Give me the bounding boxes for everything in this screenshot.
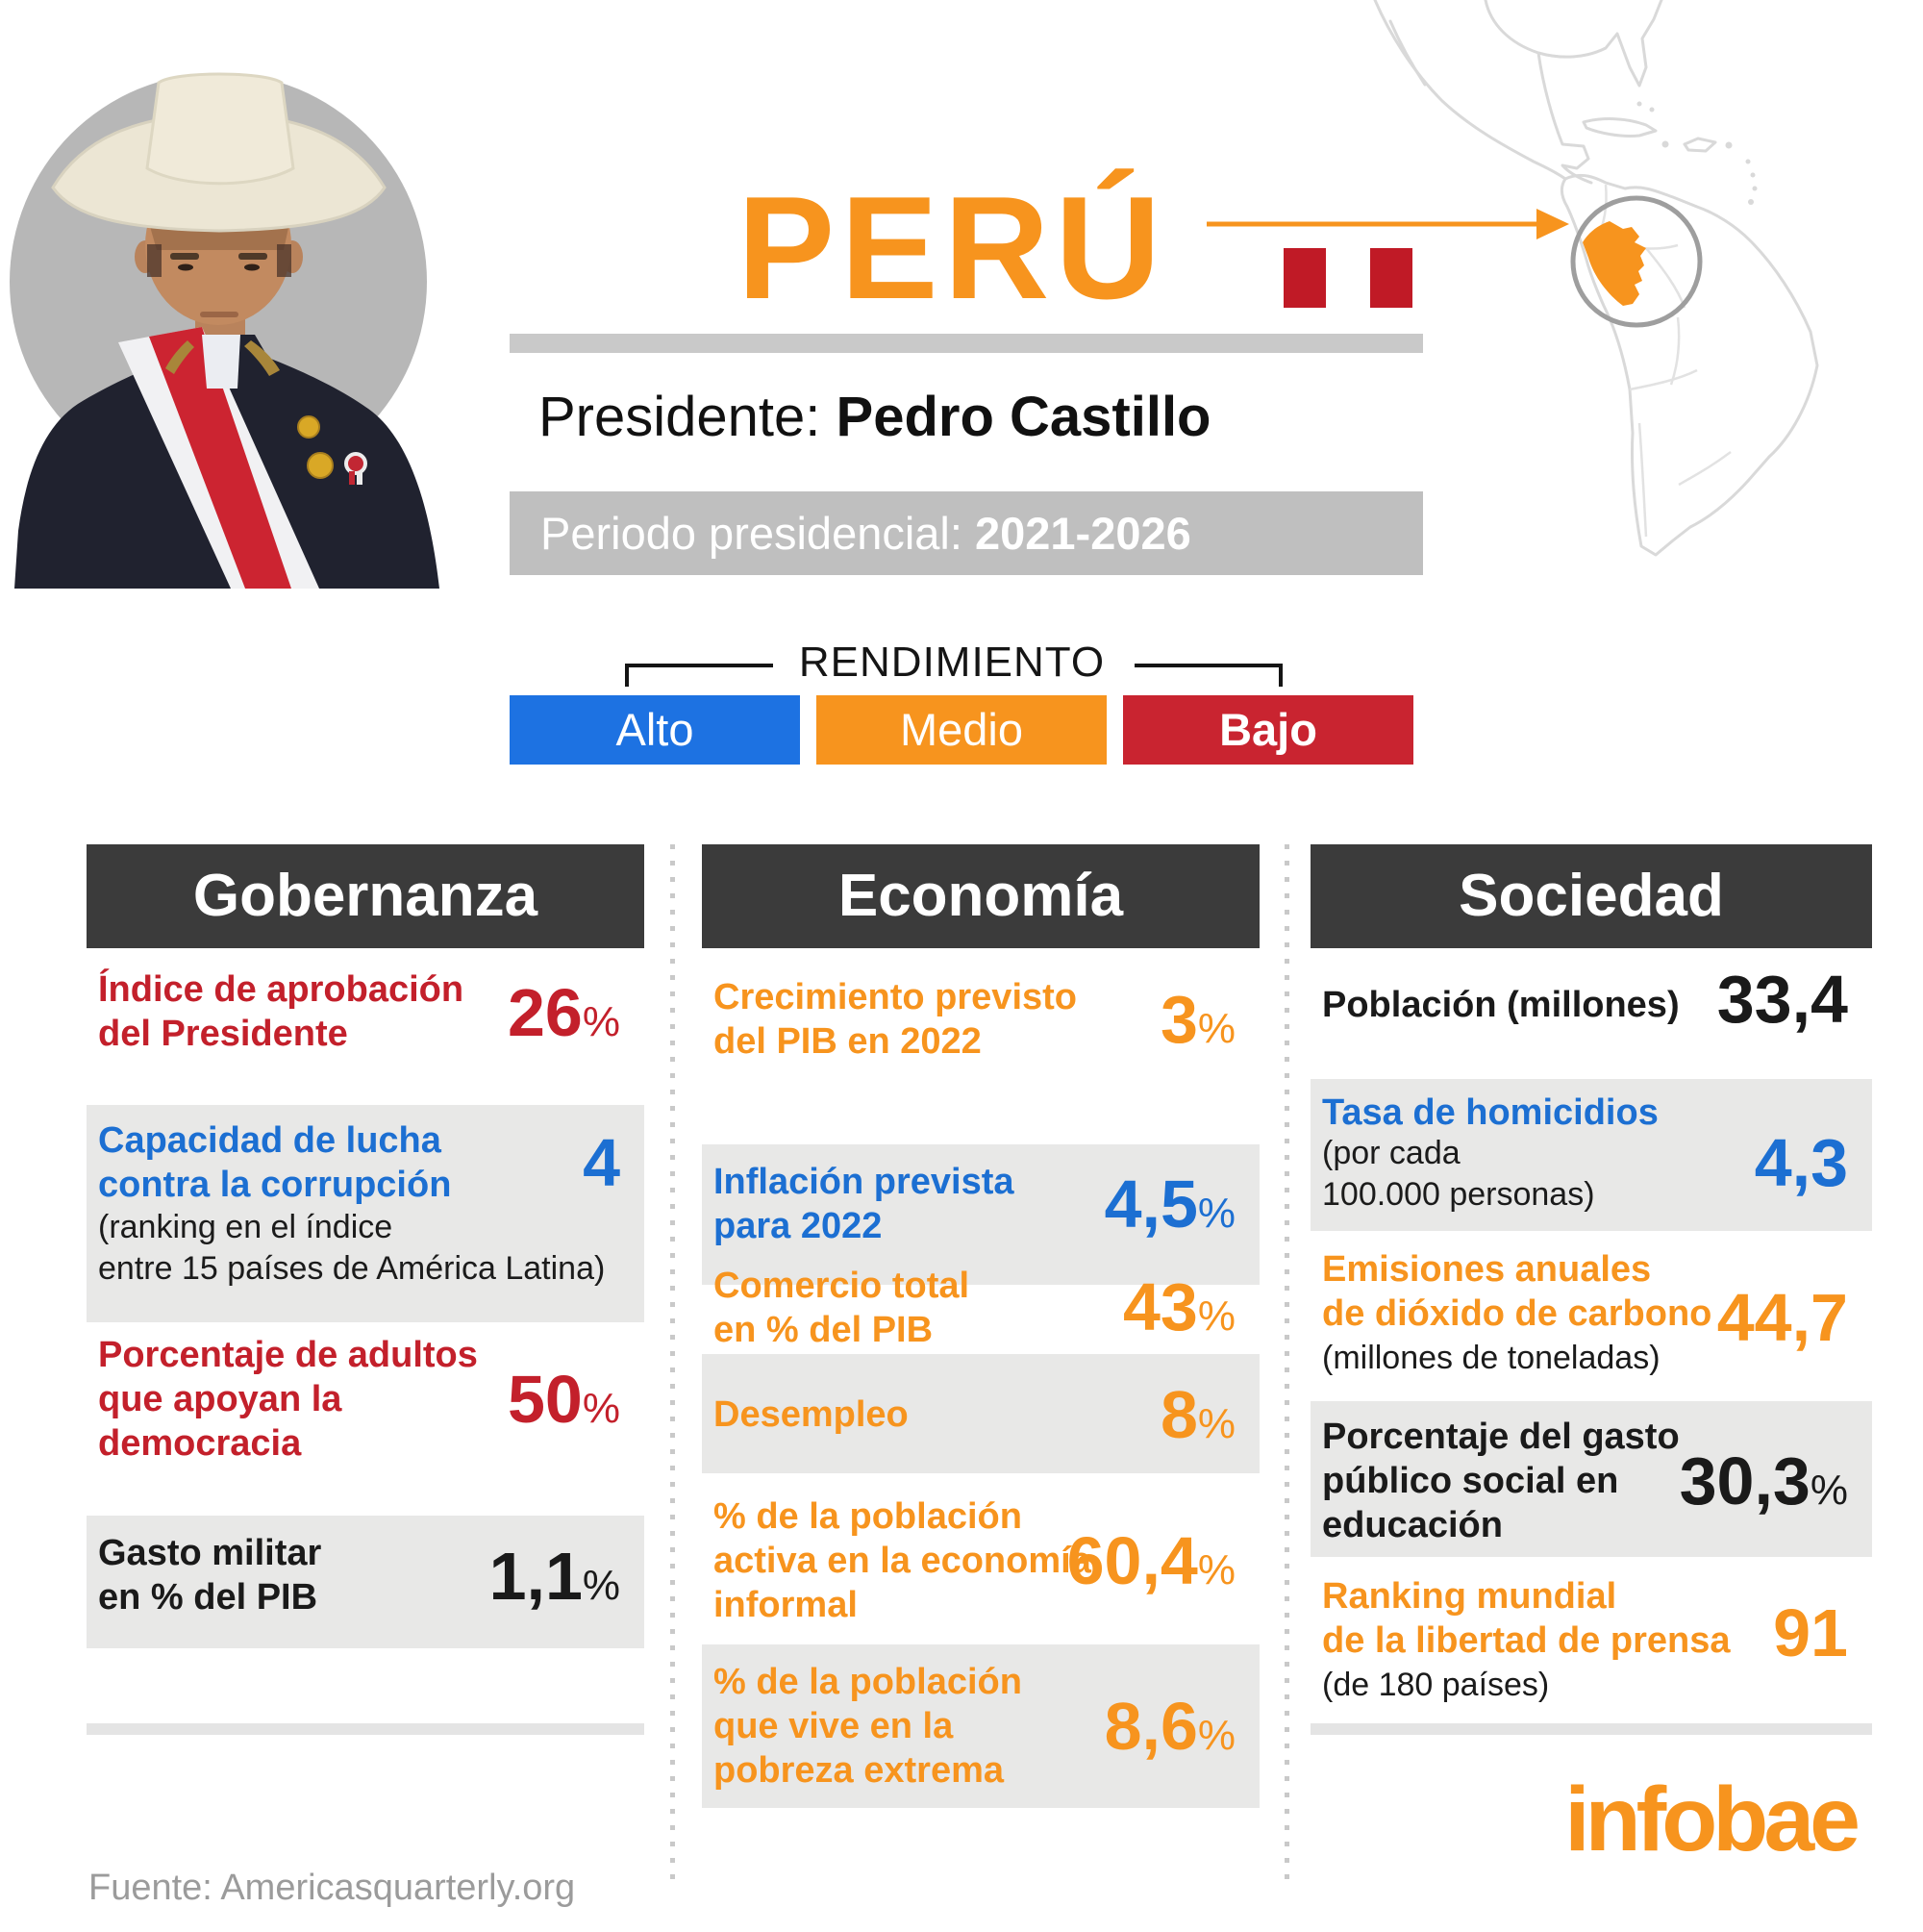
latam-map-graphic — [1207, 0, 1819, 557]
legend-item-alto: Alto — [510, 695, 800, 765]
period-label: Periodo presidencial: — [540, 508, 975, 559]
page-title: PERÚ — [737, 166, 1167, 330]
stat-label: % de la población que vive en la pobreza… — [713, 1662, 1022, 1791]
footer-divider-right — [1311, 1723, 1872, 1735]
president-label: Presidente: — [538, 386, 837, 448]
stat-value: 4,3 — [1754, 1125, 1848, 1200]
stat-note: (millones de toneladas) — [1322, 1340, 1661, 1376]
stat-label: Emisiones anuales de dióxido de carbono — [1322, 1249, 1712, 1334]
stat-note: (de 180 países) — [1322, 1667, 1550, 1703]
stat-value: 8% — [1160, 1377, 1236, 1452]
legend-bracket-left — [625, 664, 773, 687]
stat-label: Porcentaje del gasto público social en e… — [1322, 1417, 1680, 1545]
stat-item-pobreza-extrema: % de la población que vive en la pobreza… — [702, 1644, 1260, 1808]
footer-divider-left — [87, 1723, 644, 1735]
stat-value: 30,3% — [1679, 1443, 1848, 1518]
stat-label: Capacidad de lucha contra la corrupción — [98, 1120, 452, 1205]
islands — [1636, 101, 1758, 205]
period-box: Periodo presidencial: 2021-2026 — [510, 491, 1423, 575]
source-text: Fuente: Americasquarterly.org — [88, 1868, 576, 1908]
pointer-arrow-icon — [1207, 209, 1569, 239]
stat-label: Índice de aprobación del Presidente — [98, 969, 464, 1054]
column-separator — [1285, 844, 1289, 1891]
column-header-gobernanza: Gobernanza — [87, 844, 644, 948]
legend-item-bajo: Bajo — [1123, 695, 1413, 765]
latam-map — [1154, 0, 1923, 558]
stat-value: 91 — [1773, 1595, 1848, 1670]
column-header-sociedad: Sociedad — [1311, 844, 1872, 948]
stat-value: 44,7 — [1716, 1280, 1848, 1355]
infobae-logo: infobae — [1564, 1769, 1861, 1870]
legend-title: RENDIMIENTO — [798, 639, 1106, 686]
stat-label: % de la población activa en la economía … — [713, 1496, 1091, 1625]
legend-item-medio: Medio — [816, 695, 1107, 765]
stat-value: 3% — [1160, 982, 1236, 1057]
legend-bracket-right — [1135, 664, 1283, 687]
stat-value: 8,6% — [1104, 1689, 1236, 1764]
stat-value: 50% — [508, 1362, 620, 1437]
stat-label: Inflación prevista para 2022 — [713, 1162, 1014, 1246]
stat-value: 1,1% — [488, 1539, 620, 1614]
stat-item-poblacion: Población (millones) 33,4 — [1311, 962, 1872, 1048]
column-header-economia: Economía — [702, 844, 1260, 948]
stat-item-democracia: Porcentaje de adultos que apoyan la demo… — [87, 1331, 644, 1470]
stat-label: Población (millones) — [1322, 985, 1680, 1025]
stat-item-corrupcion: Capacidad de lucha contra la corrupción … — [87, 1105, 644, 1322]
president-line: Presidente: Pedro Castillo — [538, 385, 1211, 449]
stat-item-homicidios: Tasa de homicidios (por cada 100.000 per… — [1311, 1079, 1872, 1231]
stat-item-inflacion: Inflación prevista para 2022 4,5% — [702, 1144, 1260, 1285]
stat-value: 60,4% — [1066, 1523, 1236, 1598]
peru-highlight-circle — [1570, 195, 1703, 328]
stat-label: Comercio total en % del PIB — [713, 1266, 970, 1350]
stat-item-crecimiento-pib: Crecimiento previsto del PIB en 2022 3% — [702, 973, 1260, 1069]
stat-note: (por cada 100.000 personas) — [1322, 1135, 1595, 1213]
stat-item-gasto-educacion: Porcentaje del gasto público social en e… — [1311, 1401, 1872, 1557]
stat-item-aprobacion: Índice de aprobación del Presidente 26% — [87, 964, 644, 1069]
sash-red — [149, 327, 291, 589]
stat-label: Gasto militar en % del PIB — [98, 1533, 322, 1618]
period-value: 2021-2026 — [975, 508, 1191, 559]
hat-crown — [145, 72, 295, 186]
stat-value: 33,4 — [1716, 962, 1848, 1037]
stat-item-gasto-militar: Gasto militar en % del PIB 1,1% — [87, 1516, 644, 1648]
peru-flag-icon — [1284, 248, 1412, 308]
header-divider — [510, 334, 1423, 353]
stat-item-economia-informal: % de la población activa en la economía … — [702, 1493, 1260, 1632]
stat-value: 26% — [508, 975, 620, 1050]
president-name: Pedro Castillo — [836, 386, 1211, 448]
continent-outlines — [1373, 0, 1819, 557]
stat-value: 43% — [1123, 1269, 1236, 1344]
stat-value: 4 — [583, 1125, 620, 1200]
stat-label: Porcentaje de adultos que apoyan la demo… — [98, 1335, 478, 1464]
stat-value: 4,5% — [1104, 1167, 1236, 1242]
peru-country-shape — [1583, 221, 1646, 306]
stat-label: Ranking mundial de la libertad de prensa — [1322, 1576, 1731, 1661]
stat-label: Tasa de homicidios — [1322, 1092, 1659, 1133]
stat-note: (ranking en el índice entre 15 países de… — [98, 1209, 606, 1287]
stat-item-emisiones: Emisiones anuales de dióxido de carbono … — [1311, 1245, 1872, 1392]
president-photo — [5, 69, 442, 589]
stat-item-libertad-prensa: Ranking mundial de la libertad de prensa… — [1311, 1572, 1872, 1719]
president-portrait — [10, 72, 439, 589]
stat-label: Crecimiento previsto del PIB en 2022 — [713, 977, 1077, 1062]
stat-label: Desempleo — [713, 1394, 909, 1435]
stat-item-comercio: Comercio total en % del PIB 43% — [702, 1260, 1260, 1356]
stat-item-desempleo: Desempleo 8% — [702, 1354, 1260, 1473]
column-separator — [670, 844, 675, 1891]
